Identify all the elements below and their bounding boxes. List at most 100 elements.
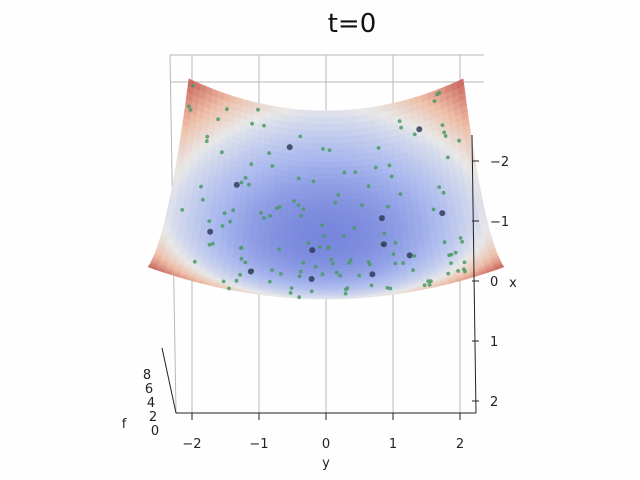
surface-cell [325, 268, 334, 273]
surface-cell [357, 171, 365, 179]
surface-cell [300, 160, 308, 168]
surface-cell [339, 244, 348, 249]
particle-point [345, 286, 350, 290]
surface-cell [279, 295, 288, 298]
surface-cell [277, 106, 285, 116]
particle-marker [286, 144, 293, 151]
surface-cell [356, 141, 364, 149]
surface-cell [362, 127, 370, 136]
surface-cell [311, 236, 320, 242]
surface-cell [319, 149, 327, 157]
particle-marker [406, 252, 413, 259]
particle-point [382, 231, 387, 236]
surface-cell [352, 217, 361, 224]
particle-point [238, 272, 243, 277]
surface-cell [288, 153, 296, 161]
surface-cell [494, 265, 505, 271]
particle-point [440, 123, 445, 127]
surface-cell [363, 164, 371, 172]
particle-point [435, 92, 440, 97]
surface-cell [283, 107, 291, 116]
particle-point [462, 260, 467, 265]
surface-cell [332, 214, 340, 220]
particle-point [437, 185, 442, 190]
surface-cell [299, 188, 307, 196]
surface-cell [318, 248, 327, 253]
surface-cell [288, 134, 296, 143]
particle-point [343, 291, 348, 296]
particle-point [301, 207, 306, 212]
surface-cell [362, 134, 370, 142]
surface-cell [325, 271, 334, 275]
surface-cell [343, 136, 351, 144]
particle-point [318, 245, 322, 249]
particle-point [446, 155, 450, 160]
surface-cell [349, 122, 357, 131]
particle-point [329, 257, 334, 262]
surface-cell [294, 148, 302, 156]
particle-point [442, 240, 447, 245]
surface-cell [367, 113, 375, 122]
surface-cell [356, 128, 364, 137]
surface-cell [364, 295, 373, 298]
particle-marker [378, 215, 385, 222]
particle-point [270, 268, 274, 272]
surface-cell [325, 232, 334, 238]
surface-cell [319, 110, 327, 119]
surface-cell [313, 136, 321, 145]
particle-point [268, 279, 272, 284]
surface-cell [325, 130, 333, 138]
particle-point [231, 208, 236, 213]
surface-cell [307, 130, 315, 138]
surface-cell [282, 127, 290, 136]
particle-point [268, 214, 272, 218]
surface-cell [289, 115, 297, 124]
surface-cell [300, 142, 308, 150]
surface-cell [287, 159, 296, 167]
particle-point [399, 125, 403, 130]
surface-cell [318, 255, 327, 260]
surface-cell [305, 209, 314, 216]
surface-cell [346, 239, 355, 245]
particle-point [207, 219, 212, 224]
particle-point [453, 250, 458, 255]
y-tick-label: 2 [456, 437, 464, 452]
surface-cell [298, 235, 306, 241]
surface-cell [325, 184, 333, 191]
surface-cell [318, 268, 327, 273]
particle-point [309, 289, 314, 294]
particle-point [427, 282, 432, 287]
surface-cell [331, 110, 339, 119]
surface-cell [325, 240, 334, 246]
surface-cell [356, 153, 364, 161]
surface-cell [307, 116, 315, 125]
surface-cell [337, 116, 345, 125]
surface-cell [305, 231, 313, 238]
particle-point [366, 260, 371, 264]
z-tick-label: 6 [145, 382, 153, 397]
surface-cell [271, 112, 279, 121]
particle-marker [369, 271, 376, 278]
particle-point [462, 267, 466, 272]
particle-marker [247, 268, 254, 275]
surface-cell [331, 155, 339, 163]
surface-cell [318, 262, 327, 267]
surface-cell [286, 182, 295, 189]
surface-cell [356, 147, 364, 155]
surface-cell [291, 217, 300, 224]
surface-cell [305, 223, 313, 229]
x-tick-label: 2 [490, 395, 498, 410]
surface-cell [318, 214, 327, 221]
surface-cell [332, 204, 340, 211]
particle-point [386, 204, 390, 209]
particle-point [298, 269, 303, 274]
surface-cell [332, 258, 341, 263]
surface-cell [325, 214, 334, 221]
particle-point [200, 197, 205, 202]
surface-cell [350, 160, 358, 168]
surface-cell [281, 164, 289, 172]
surface-cell [312, 194, 320, 201]
surface-cell [352, 213, 360, 220]
surface-cell [325, 279, 334, 283]
surface-cell [343, 116, 351, 125]
